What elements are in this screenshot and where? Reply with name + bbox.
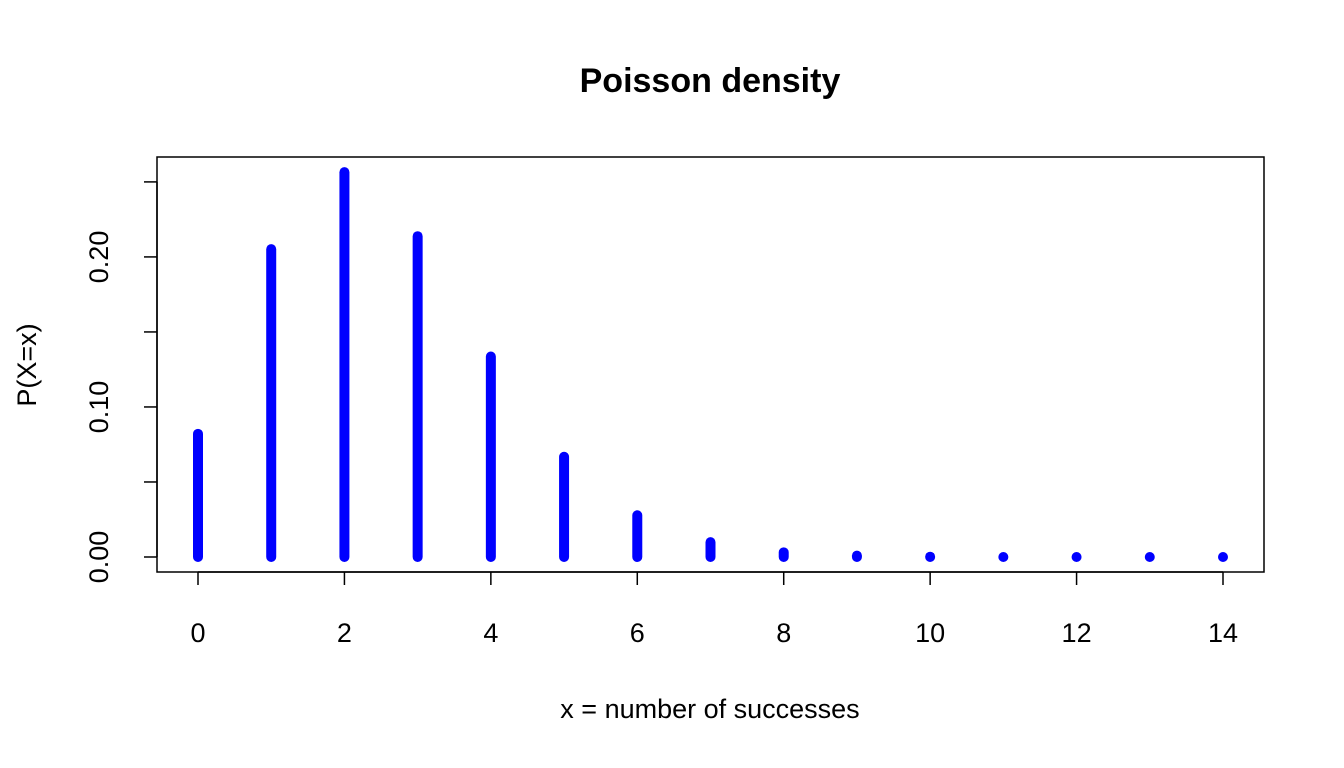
- x-axis-label: x = number of successes: [560, 694, 859, 724]
- plot-area-box: [156, 156, 1265, 573]
- y-axis: 0.00 0.10 0.20: [84, 181, 158, 584]
- x-tick-label-8: 8: [776, 618, 791, 648]
- x-tick-label-12: 12: [1062, 618, 1092, 648]
- y-tick-label-0: 0.00: [84, 531, 114, 584]
- chart-title: Poisson density: [580, 62, 841, 100]
- x-tick-label-6: 6: [630, 618, 645, 648]
- x-tick-label-14: 14: [1208, 618, 1238, 648]
- bars-group: [193, 167, 1228, 562]
- x-tick-label-4: 4: [483, 618, 498, 648]
- x-axis: 0 2 4 6 8 10 12 14: [190, 571, 1238, 648]
- x-tick-label-2: 2: [337, 618, 352, 648]
- x-tick-label-0: 0: [190, 618, 205, 648]
- x-tick-label-10: 10: [915, 618, 945, 648]
- y-tick-label-4: 0.20: [84, 231, 114, 284]
- y-tick-label-2: 0.10: [84, 381, 114, 434]
- y-axis-label: P(X=x): [12, 323, 42, 406]
